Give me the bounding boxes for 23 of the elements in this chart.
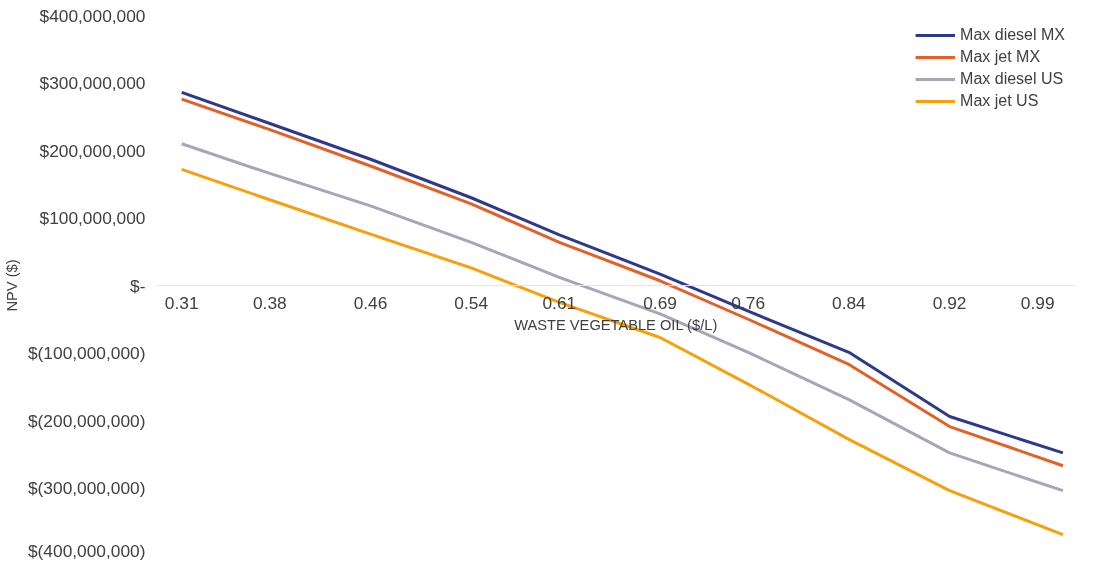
y-tick-label: $(200,000,000)	[27, 410, 146, 431]
x-tick-label: 0.46	[353, 292, 388, 313]
y-tick-label: $(100,000,000)	[27, 343, 146, 363]
y-tick-label: $300,000,000	[39, 73, 146, 93]
legend-label: Max jet US	[960, 92, 1039, 110]
x-tick-label: 0.69	[643, 292, 677, 313]
y-axis-title: NPV ($)	[3, 259, 20, 312]
y-tick-label: $(300,000,000)	[27, 478, 146, 498]
legend-label: Max diesel MX	[960, 26, 1065, 44]
x-tick-label: 0.99	[1020, 292, 1055, 313]
x-tick-label: 0.92	[932, 292, 967, 313]
x-tick-label: 0.84	[832, 292, 867, 313]
legend-label: Max jet MX	[960, 48, 1041, 66]
x-tick-label: 0.38	[252, 292, 287, 313]
x-tick-label: 0.54	[454, 292, 489, 313]
y-tick-label: $-	[130, 275, 146, 296]
x-tick-label: 0.31	[164, 292, 199, 313]
y-tick-label: $(400,000,000)	[27, 540, 146, 561]
legend-label: Max diesel US	[960, 70, 1064, 88]
y-tick-label: $100,000,000	[39, 208, 146, 228]
x-tick-label: 0.76	[731, 292, 766, 313]
y-tick-label: $400,000,000	[39, 5, 146, 26]
y-tick-label: $200,000,000	[39, 140, 146, 161]
